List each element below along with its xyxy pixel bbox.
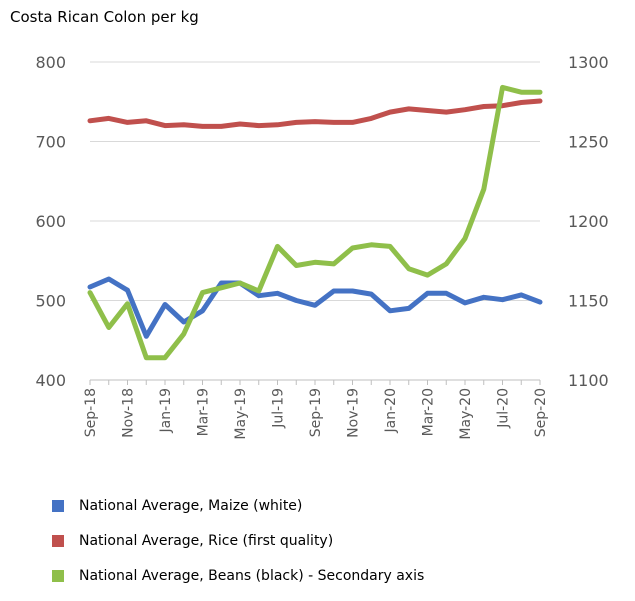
right-tick-label: 1100 bbox=[568, 371, 609, 390]
x-tick-label: Jul-19 bbox=[271, 388, 287, 429]
x-tick-label: Jan-20 bbox=[383, 388, 399, 433]
x-tick-label: Nov-19 bbox=[346, 388, 362, 438]
legend: National Average, Maize (white) National… bbox=[52, 496, 424, 601]
x-tick-label: Mar-19 bbox=[196, 388, 212, 436]
legend-swatch-beans bbox=[52, 570, 64, 582]
line-chart: 400 500 600 700 800 1100 1150 1200 1250 1300 Sep… bbox=[35, 53, 609, 440]
x-tick-label: May-20 bbox=[458, 388, 474, 440]
right-tick-label: 1150 bbox=[568, 292, 609, 311]
unit-label: Costa Rican Colon per kg bbox=[10, 8, 199, 26]
legend-swatch-maize bbox=[52, 500, 64, 512]
left-tick-label: 700 bbox=[35, 133, 66, 152]
legend-label-maize: National Average, Maize (white) bbox=[79, 498, 303, 514]
legend-label-rice: National Average, Rice (first quality) bbox=[79, 533, 334, 549]
legend-item-maize: National Average, Maize (white) bbox=[52, 496, 424, 516]
right-axis-ticks: 1100 1150 1200 1250 1300 bbox=[568, 53, 609, 390]
left-tick-label: 800 bbox=[35, 53, 66, 72]
x-tick-label: Sep-19 bbox=[308, 388, 324, 437]
legend-item-beans: National Average, Beans (black) - Second… bbox=[52, 566, 424, 586]
left-tick-label: 600 bbox=[35, 212, 66, 231]
x-tick-label: Nov-18 bbox=[121, 388, 137, 438]
x-tick-label: Sep-20 bbox=[533, 388, 549, 437]
right-tick-label: 1200 bbox=[568, 212, 609, 231]
series-line-rice bbox=[87, 98, 543, 129]
left-tick-label: 500 bbox=[35, 292, 66, 311]
x-tick-label: Jan-19 bbox=[158, 388, 174, 433]
x-tick-label: Mar-20 bbox=[421, 388, 437, 436]
legend-item-rice: National Average, Rice (first quality) bbox=[52, 531, 424, 551]
x-tick-label: Jul-20 bbox=[496, 388, 512, 429]
right-tick-label: 1250 bbox=[568, 133, 609, 152]
legend-label-beans: National Average, Beans (black) - Second… bbox=[79, 568, 425, 584]
x-axis-ticks: Sep-18 Nov-18 Jan-19 Mar-19 May-19 Jul-19 Sep-… bbox=[83, 388, 549, 440]
series-lines bbox=[87, 84, 543, 361]
x-axis bbox=[89, 379, 541, 385]
left-tick-label: 400 bbox=[35, 371, 66, 390]
left-axis-ticks: 400 500 600 700 800 bbox=[35, 53, 66, 390]
right-tick-label: 1300 bbox=[568, 53, 609, 72]
x-tick-label: May-19 bbox=[233, 388, 249, 440]
x-tick-label: Sep-18 bbox=[83, 388, 99, 437]
series-line-maize bbox=[87, 276, 543, 339]
legend-swatch-rice bbox=[52, 535, 64, 547]
series-line-beans bbox=[87, 84, 543, 361]
